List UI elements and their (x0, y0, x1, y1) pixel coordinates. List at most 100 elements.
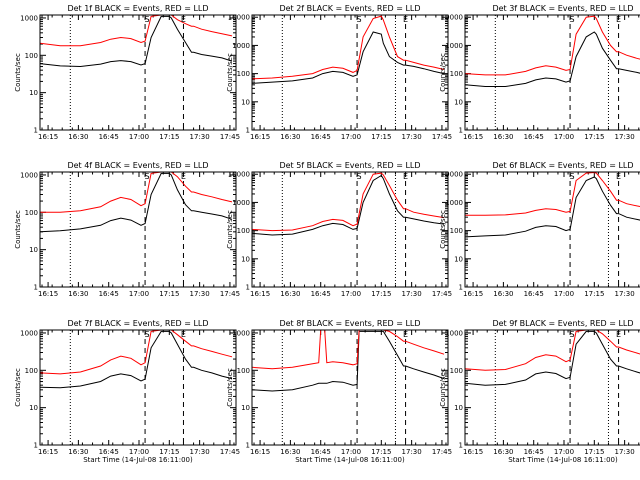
x-tick-label: 16:45 (524, 448, 544, 456)
detector-panel-1: Det 1f BLACK = Events, RED = LLD Counts/s… (14, 4, 240, 141)
x-tick-label: 16:30 (68, 133, 88, 141)
x-tick-label: 17:30 (615, 133, 635, 141)
plot-frame (39, 171, 237, 288)
plot-frame (464, 171, 640, 288)
detector-panel-2: Det 2f BLACK = Events, RED = LLD Counts/s… (226, 4, 452, 141)
y-tick-label: 1000 (232, 42, 250, 50)
series-events-line (465, 31, 640, 87)
y-tick-label: 100 (237, 70, 250, 78)
y-axis-label: Counts/sec (439, 210, 447, 249)
x-tick-label: 16:30 (280, 133, 300, 141)
panel-title: Det 2f BLACK = Events, RED = LLD (279, 4, 420, 13)
x-tick-label: 16:45 (311, 448, 331, 456)
x-tick-label: 17:15 (371, 133, 391, 141)
series-events-line (40, 172, 233, 233)
x-tick-label: 16:45 (99, 133, 119, 141)
detector-panel-9: Det 9f BLACK = Events, RED = LLD Counts/s… (439, 319, 640, 464)
marker-e: E (181, 15, 186, 24)
y-tick-label: 1000 (232, 199, 250, 207)
marker-e: E (616, 172, 621, 181)
series-events-line (252, 330, 445, 392)
x-tick-label: 16:15 (250, 290, 270, 298)
x-tick-label: 16:45 (311, 290, 331, 298)
plot-frame (464, 329, 640, 446)
y-tick-label: 100 (25, 52, 38, 60)
panel-title: Det 1f BLACK = Events, RED = LLD (67, 4, 208, 13)
y-axis-label: Counts/sec (226, 368, 234, 407)
series-events-line (40, 15, 233, 68)
x-tick-label: 16:15 (38, 133, 58, 141)
x-tick-label: 17:15 (371, 448, 391, 456)
x-tick-label: 17:00 (554, 290, 574, 298)
series-lld-line (252, 15, 445, 80)
y-tick-label: 10000 (441, 14, 463, 22)
y-tick-label: 100 (450, 367, 463, 375)
y-tick-label: 1000 (20, 171, 38, 179)
x-tick-label: 17:30 (615, 448, 635, 456)
series-events-line (465, 330, 640, 386)
x-tick-label: 16:45 (524, 290, 544, 298)
y-axis-label: Counts/sec (439, 53, 447, 92)
series-lld-line (252, 172, 445, 232)
detector-panel-8: Det 8f BLACK = Events, RED = LLD Counts/s… (226, 319, 452, 464)
x-tick-label: 16:45 (99, 448, 119, 456)
marker-e: E (181, 172, 186, 181)
series-lld-line (40, 15, 233, 47)
x-tick-label: 16:45 (99, 290, 119, 298)
x-tick-label: 16:45 (311, 133, 331, 141)
marker-s: S (145, 15, 150, 24)
x-tick-label: 17:30 (190, 133, 210, 141)
x-axis-label: Start Time (14-Jul-08 16:11:00) (295, 456, 405, 464)
y-tick-label: 100 (25, 209, 38, 217)
panel-title: Det 4f BLACK = Events, RED = LLD (67, 161, 208, 170)
y-tick-label: 10 (454, 404, 463, 412)
x-tick-label: 17:30 (190, 448, 210, 456)
marker-e: E (403, 15, 408, 24)
y-tick-label: 1000 (232, 329, 250, 337)
y-tick-label: 100 (237, 227, 250, 235)
y-tick-label: 10 (454, 255, 463, 263)
series-lld-line (465, 330, 640, 371)
x-tick-label: 16:45 (524, 133, 544, 141)
y-axis-label: Counts/sec (226, 210, 234, 249)
x-tick-label: 17:30 (402, 290, 422, 298)
y-tick-label: 1000 (445, 329, 463, 337)
x-tick-label: 16:15 (38, 290, 58, 298)
y-tick-label: 100 (237, 367, 250, 375)
x-tick-label: 17:00 (341, 133, 361, 141)
marker-e: E (403, 172, 408, 181)
series-events-line (40, 330, 233, 389)
y-tick-label: 1 (459, 127, 463, 135)
x-tick-label: 17:15 (371, 290, 391, 298)
series-lld-line (252, 330, 445, 370)
x-tick-label: 17:30 (402, 448, 422, 456)
detector-panel-3: Det 3f BLACK = Events, RED = LLD Counts/s… (439, 4, 640, 141)
y-tick-label: 100 (450, 227, 463, 235)
plot-frame (251, 14, 449, 131)
marker-s: S (357, 172, 362, 181)
y-tick-label: 100 (25, 367, 38, 375)
x-tick-label: 16:30 (493, 290, 513, 298)
x-tick-label: 17:00 (341, 290, 361, 298)
panel-title: Det 8f BLACK = Events, RED = LLD (279, 319, 420, 328)
plot-frame (39, 14, 237, 131)
y-tick-label: 10 (29, 89, 38, 97)
x-tick-label: 17:30 (190, 290, 210, 298)
y-axis-label: Counts/sec (439, 368, 447, 407)
marker-e: E (181, 330, 186, 339)
y-tick-label: 1000 (445, 42, 463, 50)
panel-title: Det 6f BLACK = Events, RED = LLD (492, 161, 633, 170)
plot-frame (251, 171, 449, 288)
x-tick-label: 16:30 (280, 448, 300, 456)
x-tick-label: 16:15 (463, 290, 483, 298)
marker-s: S (570, 15, 575, 24)
marker-s: S (357, 15, 362, 24)
x-tick-label: 17:45 (432, 290, 452, 298)
x-tick-label: 17:15 (159, 133, 179, 141)
x-tick-label: 17:45 (220, 290, 240, 298)
panel-title: Det 7f BLACK = Events, RED = LLD (67, 319, 208, 328)
x-tick-label: 16:30 (68, 448, 88, 456)
y-tick-label: 100 (450, 70, 463, 78)
